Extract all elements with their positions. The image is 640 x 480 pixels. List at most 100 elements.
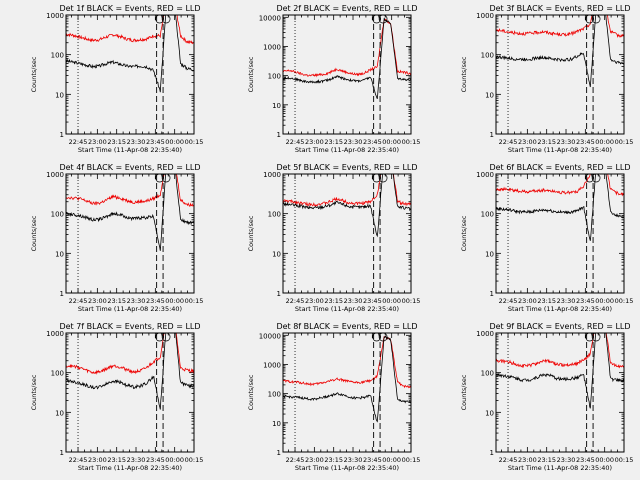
x-tick-label: 23:00 [88,297,107,305]
x-tick-label: 23:45 [576,138,595,146]
x-axis-label: Start Time (11-Apr-08 22:35:40) [508,305,612,313]
y-tick-label: 1 [60,290,64,298]
y-tick-label: 100 [481,52,494,60]
x-tick-label: 23:30 [344,456,363,464]
x-tick-label: 22:45 [69,138,88,146]
x-tick-label: 22:45 [286,297,305,305]
x-axis: 22:45 23:00 23:15 23:30 23:45 00:00 00:15 [69,15,204,146]
series-black [66,174,194,251]
x-tick-label: 23:30 [344,138,363,146]
x-tick-label: 23:00 [88,456,107,464]
x-tick-label: 22:45 [499,297,518,305]
panel-title: Det 3f BLACK = Events, RED = LLD [489,4,630,13]
x-tick-label: 00:15 [185,456,204,464]
series-black [496,174,624,241]
y-axis-label: Counts/sec [247,215,255,251]
panel-det-8f: Det 8f BLACK = Events, RED = LLD Counts/s… [247,322,420,472]
plot-frame [282,332,412,453]
x-axis-label: Start Time (11-Apr-08 22:35:40) [508,146,612,154]
x-tick-label: 23:15 [537,297,556,305]
plot-frame [282,14,412,135]
series-red [283,18,411,78]
x-axis-label: Start Time (11-Apr-08 22:35:40) [78,146,182,154]
y-tick-label: 1000 [263,171,281,179]
series-red [283,336,411,389]
y-tick-label: 1 [277,290,281,298]
series-black [496,15,624,88]
x-tick-label: 00:00 [165,297,184,305]
x-tick-label: 23:45 [146,456,165,464]
y-tick-label: 10 [55,250,64,258]
y-tick-label: 1000 [263,43,281,51]
y-tick-label: 1 [277,449,281,457]
x-tick-label: 00:15 [402,138,421,146]
panel-det-4f: Det 4f BLACK = Events, RED = LLD Counts/s… [30,163,204,313]
x-tick-label: 23:45 [146,297,165,305]
x-tick-label: 22:45 [69,297,88,305]
y-tick-label: 1000 [476,330,494,338]
y-axis-label: Counts/sec [247,374,255,410]
panel-title: Det 4f BLACK = Events, RED = LLD [59,163,200,172]
y-tick-label: 100 [481,211,494,219]
y-tick-label: 1 [490,449,494,457]
series-black [66,15,194,93]
series-red [66,15,194,45]
panel-det-2f: Det 2f BLACK = Events, RED = LLD Counts/s… [247,4,420,154]
plot-frame [65,332,195,453]
y-axis-label: Counts/sec [460,215,468,251]
x-tick-label: 00:15 [185,297,204,305]
y-tick-label: 1 [277,131,281,139]
x-tick-label: 00:00 [382,297,401,305]
x-tick-label: 23:15 [537,138,556,146]
x-axis: 22:45 23:00 23:15 23:30 23:45 00:00 00:15 [286,333,421,464]
x-tick-label: 23:00 [518,456,537,464]
x-tick-label: 22:45 [499,456,518,464]
y-axis: 1 10 100 1000 [46,171,194,298]
panel-det-9f: Det 9f BLACK = Events, RED = LLD Counts/s… [460,322,633,472]
y-tick-label: 1000 [263,361,281,369]
x-tick-label: 23:15 [324,297,343,305]
x-tick-label: 00:15 [615,297,634,305]
y-axis-label: Counts/sec [247,56,255,92]
x-axis-label: Start Time (11-Apr-08 22:35:40) [78,305,182,313]
y-axis: 1 10 100 1000 [263,171,411,298]
x-tick-label: 00:15 [402,297,421,305]
x-axis: 22:45 23:00 23:15 23:30 23:45 00:00 00:15 [69,333,204,464]
series-black [283,335,411,423]
series-black [283,17,411,99]
x-tick-label: 00:00 [165,138,184,146]
x-axis-label: Start Time (11-Apr-08 22:35:40) [78,464,182,472]
y-tick-label: 10 [485,91,494,99]
y-tick-label: 1000 [46,171,64,179]
panel-det-1f: Det 1f BLACK = Events, RED = LLD Counts/s… [30,4,204,154]
y-tick-label: 100 [51,370,64,378]
y-tick-label: 100 [51,52,64,60]
x-axis: 22:45 23:00 23:15 23:30 23:45 00:00 00:15 [69,174,204,305]
x-tick-label: 23:30 [557,456,576,464]
series-red [66,333,194,375]
x-tick-label: 23:15 [324,456,343,464]
x-tick-label: 23:00 [88,138,107,146]
panel-title: Det 1f BLACK = Events, RED = LLD [59,4,200,13]
x-tick-label: 23:30 [127,456,146,464]
x-axis-label: Start Time (11-Apr-08 22:35:40) [295,146,399,154]
y-tick-label: 1000 [46,330,64,338]
y-tick-label: 100 [268,211,281,219]
panel-title: Det 2f BLACK = Events, RED = LLD [276,4,417,13]
y-tick-label: 100 [481,370,494,378]
panel-det-7f: Det 7f BLACK = Events, RED = LLD Counts/s… [30,322,204,472]
y-axis-label: Counts/sec [460,56,468,92]
y-axis: 1 10 100 1000 10000 [259,14,411,139]
x-tick-label: 23:45 [576,456,595,464]
series-red [283,174,411,207]
x-tick-label: 23:15 [107,297,126,305]
y-tick-label: 10 [55,91,64,99]
x-tick-label: 23:45 [363,297,382,305]
series-red [66,174,194,207]
x-tick-label: 00:15 [185,138,204,146]
y-axis-label: Counts/sec [30,374,38,410]
x-tick-label: 00:15 [402,456,421,464]
x-tick-label: 23:00 [305,138,324,146]
y-tick-label: 1 [490,131,494,139]
